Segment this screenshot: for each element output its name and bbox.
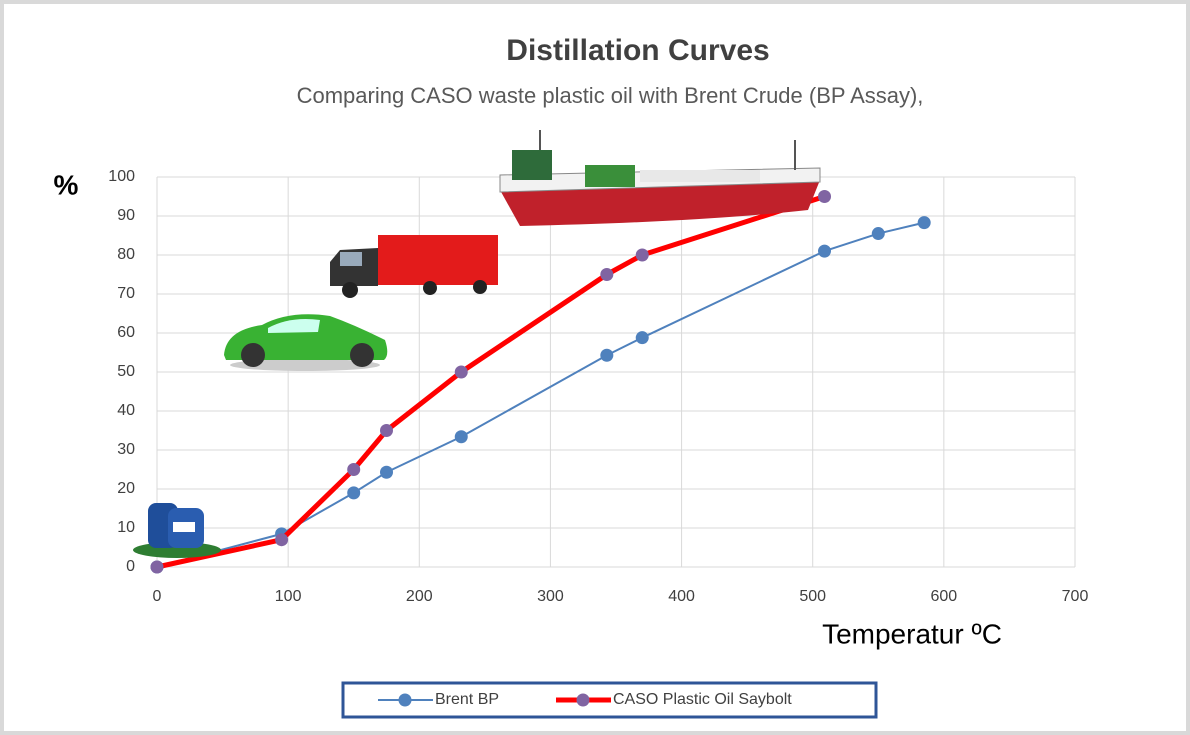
y-tick-label: 100	[108, 168, 135, 185]
data-point	[347, 486, 361, 500]
y-tick-label: 70	[117, 285, 135, 302]
data-point	[380, 465, 393, 479]
data-point	[150, 560, 164, 574]
y-tick-label: 60	[117, 324, 135, 341]
data-point	[635, 331, 649, 345]
data-point	[380, 424, 393, 437]
legend-marker	[576, 693, 590, 707]
series-line	[156, 194, 826, 570]
x-tick-label: 500	[799, 588, 826, 605]
y-tick-label: 0	[126, 558, 135, 575]
ship-icon	[499, 130, 821, 226]
x-tick-label: 600	[931, 588, 958, 605]
y-tick-label: 30	[117, 441, 135, 458]
plot-area: 0 10 20 30 40 50 60 70 80 90 100 0 100 200 300 400 500 60…	[108, 168, 1088, 605]
data-point	[917, 216, 931, 230]
data-point	[818, 244, 832, 258]
series-line	[156, 221, 925, 568]
data-point	[454, 365, 468, 379]
x-tick-label: 700	[1062, 588, 1089, 605]
legend-label: Brent BP	[435, 691, 499, 708]
y-tick-label: 10	[117, 519, 135, 536]
data-point	[635, 248, 649, 262]
data-point	[818, 190, 832, 203]
x-tick-label: 100	[275, 588, 302, 605]
x-tick-label: 300	[537, 588, 564, 605]
legend-marker	[398, 693, 412, 707]
y-tick-label: 80	[117, 246, 135, 263]
data-point	[454, 430, 468, 444]
chart-subtitle: Comparing CASO waste plastic oil with Br…	[297, 83, 924, 108]
data-point	[347, 463, 361, 476]
data-point	[600, 348, 614, 362]
legend-label: CASO Plastic Oil Saybolt	[613, 691, 792, 708]
x-tick-label: 400	[668, 588, 695, 605]
lpg-icon	[133, 503, 221, 558]
data-point	[600, 268, 614, 281]
y-tick-label: 20	[117, 480, 135, 497]
legend-entries: Brent BP CASO Plastic Oil Saybolt	[378, 691, 792, 708]
y-tick-label: 50	[117, 363, 135, 380]
car-icon	[224, 314, 388, 371]
y-tick-label: 40	[117, 402, 135, 419]
y-axis-label: %	[54, 169, 79, 200]
x-axis-label: Temperatur ºC	[822, 618, 1002, 649]
y-tick-label: 90	[117, 207, 135, 224]
x-tick-label: 0	[153, 588, 162, 605]
truck-icon	[330, 235, 498, 298]
chart-title: Distillation Curves	[506, 34, 769, 67]
x-tick-label: 200	[406, 588, 433, 605]
data-point	[275, 533, 289, 547]
data-point	[871, 227, 885, 241]
